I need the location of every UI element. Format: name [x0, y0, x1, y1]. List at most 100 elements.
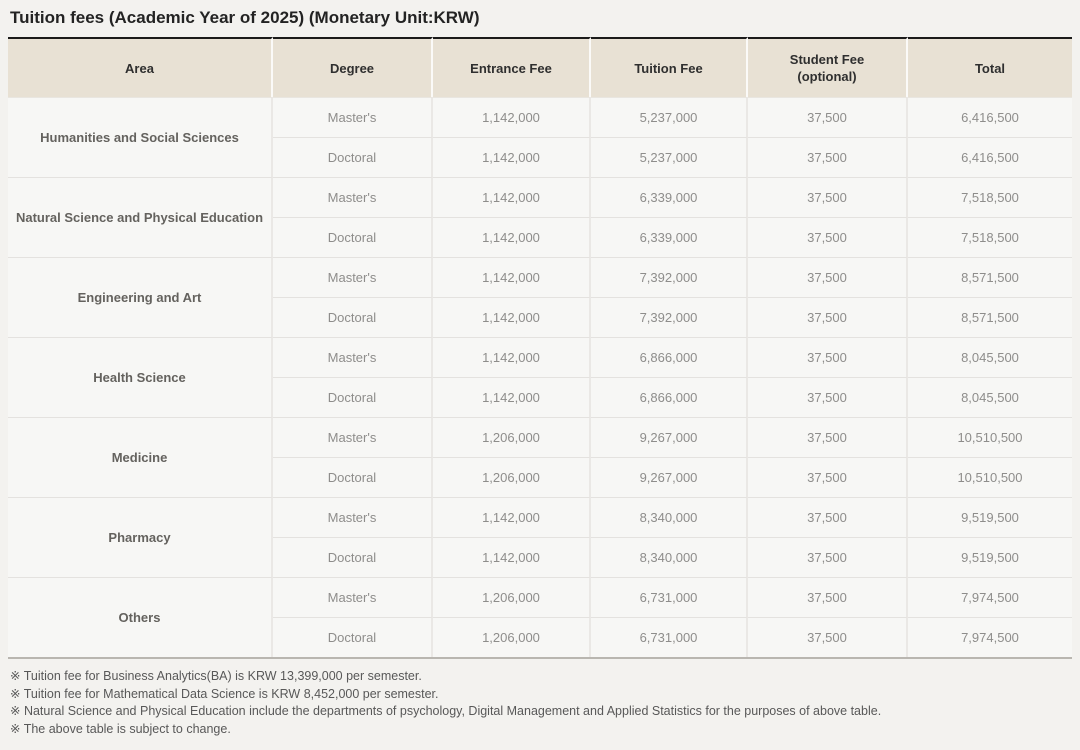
tuition-fee-cell: 5,237,000: [591, 137, 748, 177]
table-row: Doctoral 1,142,000 8,340,000 37,500 9,519,50…: [8, 537, 1072, 577]
tuition-fee-cell: 8,340,000: [591, 537, 748, 577]
table-row: Doctoral 1,142,000 5,237,000 37,500 6,416,50…: [8, 137, 1072, 177]
table-row: Natural Science and Physical Education Ma…: [8, 177, 1072, 257]
area-cell: Medicine: [8, 417, 273, 497]
student-fee-cell: 37,500: [748, 497, 908, 537]
column-header-total: Total: [908, 37, 1072, 97]
student-fee-cell: 37,500: [748, 577, 908, 617]
degree-cell: Doctoral: [273, 217, 433, 257]
student-fee-cell: 37,500: [748, 337, 908, 377]
footnote-line: ※ The above table is subject to change.: [10, 721, 231, 736]
column-header-tuition-fee: Tuition Fee: [591, 37, 748, 97]
tuition-fee-cell: 7,392,000: [591, 257, 748, 297]
total-cell: 10,510,500: [908, 457, 1072, 497]
student-fee-cell: 37,500: [748, 377, 908, 417]
degree-cell: Master's: [273, 257, 433, 297]
total-cell: 6,416,500: [908, 137, 1072, 177]
footnotes: ※ Tuition fee for Business Analytics(BA)…: [8, 659, 1072, 738]
table-row: Health Science Master's 1,142,000 6,866,000…: [8, 337, 1072, 417]
area-cell: Pharmacy: [8, 497, 273, 577]
degree-cell: Master's: [273, 337, 433, 377]
column-header-label: Area: [125, 60, 154, 76]
total-cell: 7,518,500: [908, 217, 1072, 257]
entrance-fee-cell: 1,206,000: [433, 457, 591, 497]
student-fee-cell: 37,500: [748, 137, 908, 177]
total-cell: 8,045,500: [908, 337, 1072, 377]
entrance-fee-cell: 1,142,000: [433, 217, 591, 257]
column-header-student-fee: Student Fee (optional): [748, 37, 908, 97]
area-cell: Others: [8, 577, 273, 657]
total-cell: 6,416,500: [908, 97, 1072, 137]
total-cell: 10,510,500: [908, 417, 1072, 457]
column-header-area: Area: [8, 37, 273, 97]
table-row: Others Master's 1,206,000 6,731,000 37,500 7,…: [8, 577, 1072, 657]
table-row: Doctoral 1,142,000 6,339,000 37,500 7,518,50…: [8, 217, 1072, 257]
degree-cell: Doctoral: [273, 617, 433, 657]
student-fee-cell: 37,500: [748, 457, 908, 497]
page-title: Tuition fees (Academic Year of 2025) (Mo…: [10, 8, 480, 27]
tuition-fee-cell: 7,392,000: [591, 297, 748, 337]
total-cell: 7,974,500: [908, 617, 1072, 657]
degree-cell: Doctoral: [273, 377, 433, 417]
total-cell: 9,519,500: [908, 537, 1072, 577]
total-cell: 8,045,500: [908, 377, 1072, 417]
degree-cell: Doctoral: [273, 537, 433, 577]
table-row: Engineering and Art Master's 1,142,000 7,39…: [8, 257, 1072, 337]
table-header: Area Degree Entrance Fee Tuition Fee Student…: [8, 37, 1072, 97]
student-fee-cell: 37,500: [748, 297, 908, 337]
student-fee-cell: 37,500: [748, 257, 908, 297]
student-fee-cell: 37,500: [748, 537, 908, 577]
total-cell: 7,974,500: [908, 577, 1072, 617]
tuition-fee-cell: 6,731,000: [591, 577, 748, 617]
degree-cell: Master's: [273, 97, 433, 137]
entrance-fee-cell: 1,206,000: [433, 617, 591, 657]
entrance-fee-cell: 1,142,000: [433, 377, 591, 417]
degree-cell: Master's: [273, 177, 433, 217]
area-cell: Humanities and Social Sciences: [8, 97, 273, 177]
entrance-fee-cell: 1,206,000: [433, 577, 591, 617]
entrance-fee-cell: 1,142,000: [433, 337, 591, 377]
tuition-fees-table: Area Degree Entrance Fee Tuition Fee Student…: [8, 37, 1072, 657]
area-cell: Natural Science and Physical Education: [8, 177, 273, 257]
table-row: Pharmacy Master's 1,142,000 8,340,000 37,500…: [8, 497, 1072, 577]
column-header-label: Total: [974, 60, 1006, 76]
entrance-fee-cell: 1,142,000: [433, 537, 591, 577]
tuition-fee-cell: 5,237,000: [591, 97, 748, 137]
entrance-fee-cell: 1,142,000: [433, 177, 591, 217]
total-cell: 9,519,500: [908, 497, 1072, 537]
student-fee-cell: 37,500: [748, 97, 908, 137]
footnote-line: ※ Tuition fee for Business Analytics(BA)…: [10, 669, 422, 683]
tuition-fee-cell: 6,866,000: [591, 337, 748, 377]
area-cell: Health Science: [8, 337, 273, 417]
degree-cell: Master's: [273, 497, 433, 537]
degree-cell: Master's: [273, 417, 433, 457]
column-header-label: Entrance Fee: [470, 60, 552, 76]
table-row: Humanities and Social Sciences Master's 1,…: [8, 97, 1072, 177]
column-header-sublabel: (optional): [797, 69, 857, 84]
table-body: Humanities and Social Sciences Master's 1,…: [8, 97, 1072, 657]
student-fee-cell: 37,500: [748, 177, 908, 217]
column-header-label: Tuition Fee: [634, 60, 703, 76]
entrance-fee-cell: 1,142,000: [433, 257, 591, 297]
column-header-label: Student Fee: [789, 52, 865, 67]
entrance-fee-cell: 1,142,000: [433, 497, 591, 537]
footnote-line: ※ Tuition fee for Mathematical Data Scie…: [10, 686, 439, 701]
student-fee-cell: 37,500: [748, 617, 908, 657]
tuition-fee-cell: 6,866,000: [591, 377, 748, 417]
table-row: Medicine Master's 1,206,000 9,267,000 37,500…: [8, 417, 1072, 497]
table-row: Doctoral 1,142,000 6,866,000 37,500 8,045,50…: [8, 377, 1072, 417]
table-header-row: Area Degree Entrance Fee Tuition Fee Student…: [8, 37, 1072, 97]
total-cell: 8,571,500: [908, 257, 1072, 297]
degree-cell: Doctoral: [273, 137, 433, 177]
entrance-fee-cell: 1,142,000: [433, 97, 591, 137]
degree-cell: Master's: [273, 577, 433, 617]
area-cell: Engineering and Art: [8, 257, 273, 337]
entrance-fee-cell: 1,142,000: [433, 297, 591, 337]
student-fee-cell: 37,500: [748, 217, 908, 257]
table-row: Doctoral 1,206,000 9,267,000 37,500 10,510,5…: [8, 457, 1072, 497]
entrance-fee-cell: 1,142,000: [433, 137, 591, 177]
column-header-degree: Degree: [273, 37, 433, 97]
table-row: Doctoral 1,142,000 7,392,000 37,500 8,571,50…: [8, 297, 1072, 337]
degree-cell: Doctoral: [273, 457, 433, 497]
